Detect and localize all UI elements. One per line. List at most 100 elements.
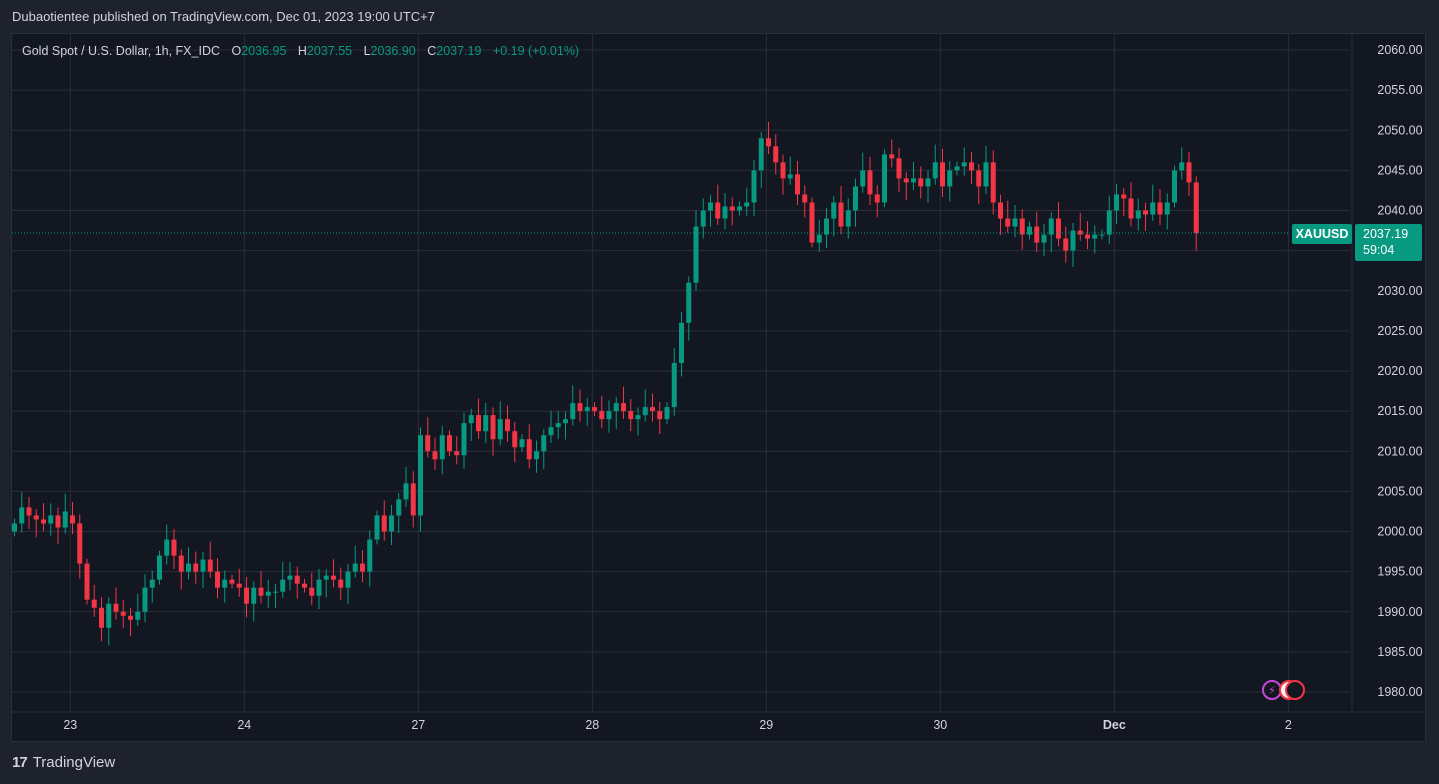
candle-body [526, 439, 532, 460]
candle-body [889, 154, 895, 159]
candle-body [795, 174, 800, 195]
candle-body [990, 162, 996, 203]
candle-body [708, 202, 713, 211]
economic-events[interactable]: ⚡ ▤ [1262, 680, 1305, 700]
us-flag-icon-stack[interactable] [1285, 680, 1305, 700]
x-tick-label: 27 [411, 718, 425, 732]
candle-body [853, 186, 858, 211]
y-tick-label: 2005.00 [1377, 484, 1422, 498]
candle-body [1193, 182, 1199, 234]
x-tick-label: 28 [585, 718, 599, 732]
candle-body [882, 154, 887, 203]
candle-body [178, 555, 184, 572]
symbol-description: Gold Spot / U.S. Dollar, 1h, FX_IDC [22, 44, 220, 58]
candle-body [599, 411, 605, 420]
chart-pane[interactable] [11, 33, 1426, 742]
candle-body [1019, 218, 1025, 235]
candle-body [679, 322, 684, 363]
x-tick-label: 23 [63, 718, 77, 732]
candle-body [1150, 202, 1156, 215]
candle-body [287, 575, 293, 580]
candle-body [570, 403, 576, 420]
candle-body [468, 415, 474, 424]
candle-body [925, 178, 931, 187]
x-tick-label: 2 [1285, 718, 1292, 732]
publish-line: Dubaotientee published on TradingView.co… [12, 9, 435, 24]
candle-body [976, 170, 982, 187]
candle-body [410, 483, 416, 516]
candle-body [497, 419, 503, 440]
y-tick-label: 2045.00 [1377, 163, 1422, 177]
candle-body [838, 202, 844, 227]
candle-body [106, 603, 112, 628]
candle-body [1179, 162, 1185, 171]
candle-body [309, 587, 315, 596]
candle-body [41, 519, 46, 524]
candle-body [142, 587, 148, 612]
y-tick-label: 2060.00 [1377, 43, 1422, 57]
candle-body [744, 202, 750, 207]
candle-body [135, 611, 141, 620]
candle-body [969, 162, 974, 171]
candle-body [316, 579, 322, 596]
candle-body [1092, 234, 1098, 239]
y-tick-label: 2010.00 [1377, 444, 1422, 458]
candle-body [265, 591, 271, 596]
candle-body [128, 615, 133, 620]
candle-body [650, 407, 655, 412]
candle-body [432, 451, 438, 460]
candle-body [186, 563, 191, 572]
candle-body [48, 515, 54, 524]
y-tick-label: 1990.00 [1377, 605, 1422, 619]
candle-body [294, 575, 300, 584]
candle-body [519, 439, 525, 448]
change-value: +0.19 (+0.01%) [492, 44, 580, 58]
y-tick-label: 2015.00 [1377, 404, 1422, 418]
candle-body [592, 407, 597, 412]
candle-body [113, 603, 119, 612]
candle-body [766, 138, 771, 147]
candle-body [584, 407, 590, 412]
candle-body [686, 282, 692, 323]
bar-countdown: 59:04 [1363, 243, 1395, 257]
candle-body [222, 579, 228, 588]
candle-body [215, 571, 220, 588]
candle-body [1114, 194, 1119, 211]
candle-body [389, 515, 394, 532]
candle-body [737, 206, 742, 211]
candle-body [635, 415, 641, 420]
candle-body [84, 563, 90, 600]
candle-body [164, 539, 170, 556]
candle-body [1063, 238, 1069, 251]
candle-body [541, 435, 547, 452]
candle-body [1005, 218, 1011, 227]
candle-body [932, 162, 938, 179]
y-tick-label: 1980.00 [1377, 685, 1422, 699]
candle-body [62, 511, 68, 528]
last-price-tag: 2037.19 59:04 [1355, 224, 1422, 261]
y-tick-label: 1985.00 [1377, 645, 1422, 659]
y-tick-label: 2020.00 [1377, 364, 1422, 378]
candle-body [280, 579, 286, 592]
x-tick-label: 29 [759, 718, 773, 732]
y-tick-label: 2030.00 [1377, 284, 1422, 298]
symbol-legend: Gold Spot / U.S. Dollar, 1h, FX_IDC O203… [22, 44, 579, 58]
candle-body [606, 411, 612, 420]
candle-body [1034, 226, 1040, 243]
candle-body [751, 170, 757, 203]
candle-body [954, 166, 960, 171]
candle-body [12, 523, 17, 532]
candle-body [947, 170, 953, 187]
y-tick-label: 2025.00 [1377, 324, 1422, 338]
high-label: H [297, 44, 307, 58]
candle-body [621, 403, 626, 412]
candle-body [476, 415, 481, 432]
candle-body [374, 515, 380, 540]
candle-body [715, 202, 721, 219]
candle-body [396, 499, 402, 516]
candle-body [671, 362, 677, 408]
footer-branding[interactable]: 17 TradingView [12, 754, 115, 771]
candle-body [91, 599, 97, 608]
candle-body [867, 170, 873, 195]
